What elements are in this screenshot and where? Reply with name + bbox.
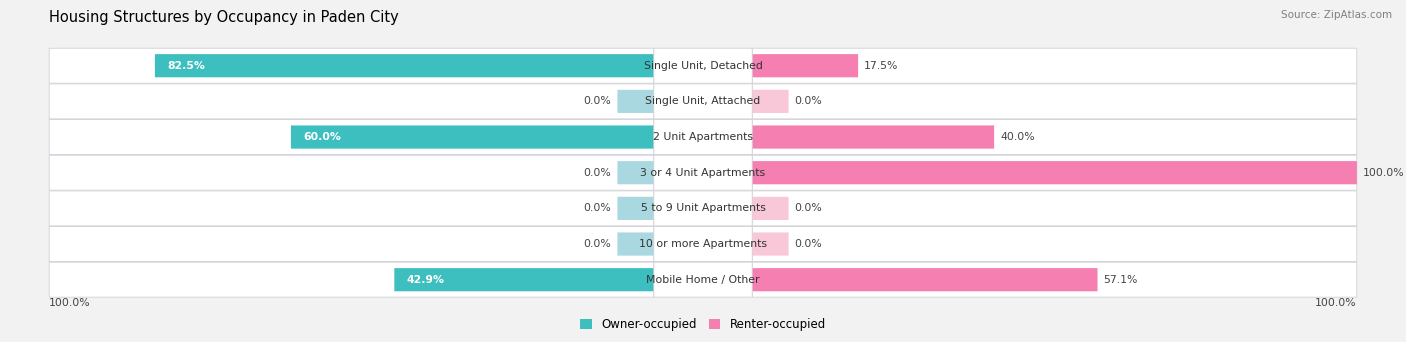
Text: Single Unit, Attached: Single Unit, Attached — [645, 96, 761, 106]
FancyBboxPatch shape — [617, 197, 654, 220]
FancyBboxPatch shape — [49, 262, 654, 297]
FancyBboxPatch shape — [654, 191, 752, 226]
FancyBboxPatch shape — [654, 155, 752, 190]
FancyBboxPatch shape — [617, 161, 654, 184]
FancyBboxPatch shape — [654, 262, 752, 297]
FancyBboxPatch shape — [49, 84, 654, 119]
Text: Single Unit, Detached: Single Unit, Detached — [644, 61, 762, 71]
Text: 10 or more Apartments: 10 or more Apartments — [638, 239, 768, 249]
FancyBboxPatch shape — [654, 120, 752, 155]
FancyBboxPatch shape — [752, 126, 994, 149]
FancyBboxPatch shape — [617, 233, 654, 255]
Text: 42.9%: 42.9% — [406, 275, 444, 285]
FancyBboxPatch shape — [291, 126, 654, 149]
FancyBboxPatch shape — [752, 120, 1357, 155]
Text: 0.0%: 0.0% — [583, 203, 612, 213]
Text: 0.0%: 0.0% — [583, 168, 612, 178]
Text: 0.0%: 0.0% — [794, 239, 823, 249]
FancyBboxPatch shape — [752, 155, 1357, 190]
FancyBboxPatch shape — [49, 191, 654, 226]
Text: 0.0%: 0.0% — [583, 96, 612, 106]
Text: 57.1%: 57.1% — [1104, 275, 1137, 285]
Text: 100.0%: 100.0% — [1362, 168, 1405, 178]
FancyBboxPatch shape — [752, 233, 789, 255]
FancyBboxPatch shape — [49, 226, 654, 262]
FancyBboxPatch shape — [617, 90, 654, 113]
FancyBboxPatch shape — [752, 197, 789, 220]
FancyBboxPatch shape — [752, 90, 789, 113]
Text: 60.0%: 60.0% — [304, 132, 342, 142]
FancyBboxPatch shape — [752, 226, 1357, 262]
Text: 17.5%: 17.5% — [865, 61, 898, 71]
FancyBboxPatch shape — [49, 155, 654, 190]
Text: 0.0%: 0.0% — [794, 203, 823, 213]
Text: 0.0%: 0.0% — [583, 239, 612, 249]
FancyBboxPatch shape — [654, 48, 752, 83]
FancyBboxPatch shape — [752, 54, 858, 77]
Text: Mobile Home / Other: Mobile Home / Other — [647, 275, 759, 285]
FancyBboxPatch shape — [654, 84, 752, 119]
FancyBboxPatch shape — [394, 268, 654, 291]
FancyBboxPatch shape — [654, 226, 752, 262]
FancyBboxPatch shape — [752, 191, 1357, 226]
Text: 5 to 9 Unit Apartments: 5 to 9 Unit Apartments — [641, 203, 765, 213]
Text: 40.0%: 40.0% — [1000, 132, 1035, 142]
FancyBboxPatch shape — [155, 54, 654, 77]
Text: 100.0%: 100.0% — [1315, 298, 1357, 307]
FancyBboxPatch shape — [752, 262, 1357, 297]
Text: Housing Structures by Occupancy in Paden City: Housing Structures by Occupancy in Paden… — [49, 10, 399, 25]
Text: Source: ZipAtlas.com: Source: ZipAtlas.com — [1281, 10, 1392, 20]
FancyBboxPatch shape — [752, 161, 1357, 184]
FancyBboxPatch shape — [752, 84, 1357, 119]
FancyBboxPatch shape — [752, 268, 1098, 291]
Text: 82.5%: 82.5% — [167, 61, 205, 71]
Text: 3 or 4 Unit Apartments: 3 or 4 Unit Apartments — [641, 168, 765, 178]
Legend: Owner-occupied, Renter-occupied: Owner-occupied, Renter-occupied — [575, 314, 831, 336]
Text: 2 Unit Apartments: 2 Unit Apartments — [652, 132, 754, 142]
Text: 0.0%: 0.0% — [794, 96, 823, 106]
FancyBboxPatch shape — [49, 48, 654, 83]
Text: 100.0%: 100.0% — [49, 298, 91, 307]
FancyBboxPatch shape — [49, 120, 654, 155]
FancyBboxPatch shape — [752, 48, 1357, 83]
